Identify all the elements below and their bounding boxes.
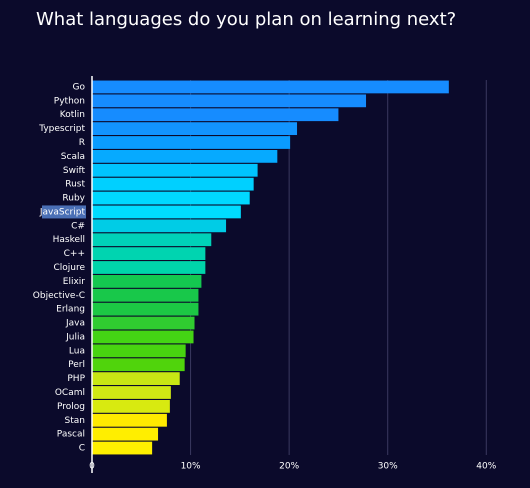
bar [92, 150, 278, 163]
y-tick-label: Julia [65, 332, 85, 342]
y-tick-label: Ruby [62, 194, 85, 204]
bar [92, 413, 167, 427]
y-tick-label: Lua [69, 346, 85, 356]
bar [92, 400, 170, 413]
y-tick-label: Elixir [63, 277, 86, 287]
y-tick-label: Stan [65, 416, 85, 426]
y-tick-label: C# [71, 221, 85, 231]
bar [92, 122, 298, 135]
bar [92, 205, 241, 219]
bar [92, 358, 185, 372]
y-tick-label: Erlang [56, 305, 85, 315]
x-tick-label: 20% [279, 462, 299, 472]
bar [92, 261, 206, 274]
bar [92, 80, 449, 94]
y-tick-label: Perl [68, 360, 85, 370]
bar [92, 427, 159, 441]
x-tick-label: 30% [378, 462, 398, 472]
y-tick-label: OCaml [55, 388, 85, 398]
y-tick-label: Kotlin [60, 110, 85, 120]
bar [92, 372, 180, 385]
y-tick-label: Pascal [57, 430, 85, 440]
bar [92, 163, 258, 177]
bar [92, 219, 227, 233]
bar [92, 386, 171, 399]
y-tick-label: Prolog [57, 402, 85, 412]
y-tick-label: Objective-C [33, 291, 85, 301]
chart-title: What languages do you plan on learning n… [36, 9, 456, 30]
y-tick-label: C++ [64, 249, 85, 259]
bar [92, 344, 186, 358]
y-tick-label: Scala [61, 152, 85, 162]
bar [92, 177, 254, 191]
y-tick-label: Python [54, 96, 85, 106]
bar [92, 441, 153, 455]
bar [92, 302, 199, 316]
y-tick-label: Java [65, 319, 85, 329]
x-tick-label: 10% [181, 462, 201, 472]
bar [92, 316, 195, 330]
y-tick-label: Go [73, 82, 86, 92]
y-tick-label: Typescript [38, 124, 85, 134]
bar [92, 136, 291, 149]
bar [92, 191, 250, 205]
y-tick-label: JavaScript [39, 207, 86, 217]
bar [92, 330, 194, 344]
y-tick-label: R [79, 138, 85, 148]
y-tick-label: Rust [65, 180, 85, 190]
bar [92, 108, 339, 122]
y-tick-label: Haskell [53, 235, 85, 245]
y-tick-label: Clojure [53, 263, 85, 273]
bar [92, 288, 199, 302]
bar [92, 247, 206, 260]
selection-highlight [42, 205, 86, 219]
bar [92, 94, 367, 108]
y-tick-label: Swift [63, 166, 86, 176]
y-tick-label: PHP [67, 374, 85, 384]
bar [92, 233, 212, 247]
bar [92, 275, 202, 288]
y-tick-label: C [79, 444, 85, 454]
x-tick-label: 40% [476, 462, 496, 472]
